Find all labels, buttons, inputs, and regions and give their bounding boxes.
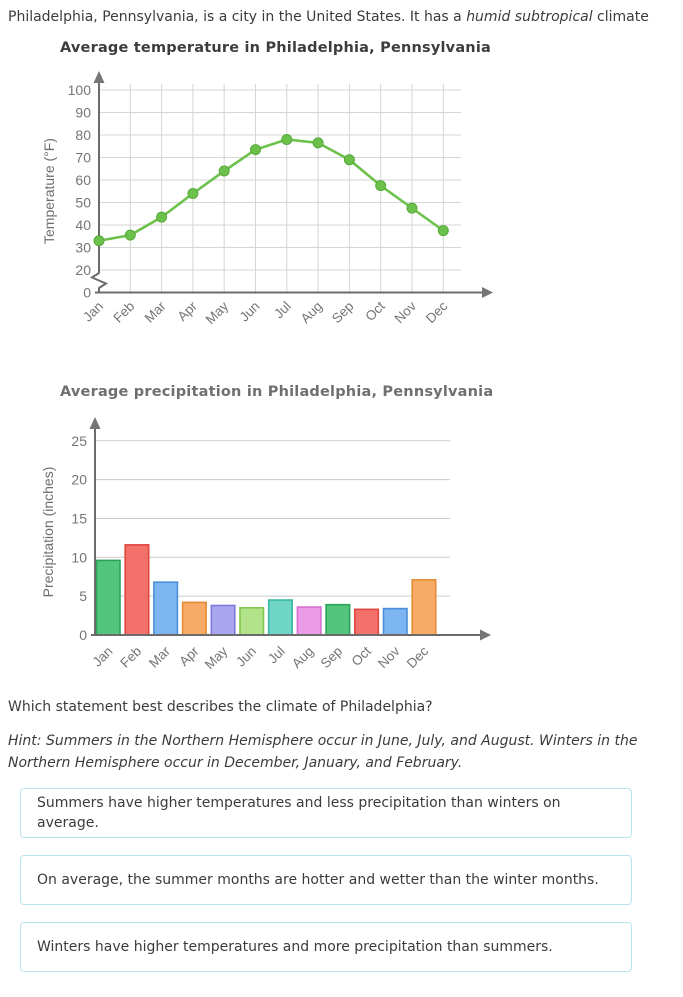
x-tick-label: Nov xyxy=(392,298,420,326)
bar-Aug xyxy=(296,606,322,636)
x-tick-label: Jul xyxy=(271,299,294,322)
x-tick-label: Nov xyxy=(375,643,403,671)
answer-option-3[interactable]: Winters have higher temperatures and mor… xyxy=(20,922,632,972)
y-tick-label: 20 xyxy=(75,262,91,278)
x-tick-label: Oct xyxy=(362,298,388,324)
temperature-line xyxy=(98,138,445,243)
x-tick-label: Dec xyxy=(404,643,432,671)
y-axis-arrow-icon xyxy=(93,71,105,83)
precipitation-chart-section: Average precipitation in Philadelphia, P… xyxy=(40,384,675,684)
y-tick-label: 70 xyxy=(75,150,91,166)
y-tick-label: 5 xyxy=(79,588,87,604)
data-point-Mar xyxy=(156,211,168,223)
precipitation-chart-title: Average precipitation in Philadelphia, P… xyxy=(60,384,494,400)
hint-line-1: Hint: Summers in the Northern Hemisphere… xyxy=(8,733,638,749)
answer-option-1[interactable]: Summers have higher temperatures and les… xyxy=(20,788,632,838)
y-tick-label: 0 xyxy=(83,285,91,301)
x-tick-label: Apr xyxy=(175,298,201,324)
x-tick-label: Mar xyxy=(142,298,169,325)
y-tick-label: 15 xyxy=(71,510,87,526)
x-axis-arrow-icon xyxy=(480,629,491,641)
x-tick-label: Mar xyxy=(146,643,173,670)
bar-Oct xyxy=(353,608,380,636)
bar-Feb xyxy=(124,544,150,636)
data-point-Apr xyxy=(187,188,199,199)
bar-Sep xyxy=(325,603,351,636)
y-tick-label: 20 xyxy=(71,472,87,488)
bar-Jun xyxy=(239,607,265,636)
axis-break-icon xyxy=(89,272,109,289)
y-tick-label: 60 xyxy=(75,172,91,188)
data-point-Sep xyxy=(343,154,355,166)
temperature-chart-title: Average temperature in Philadelphia, Pen… xyxy=(60,40,491,56)
hint-line-2: Northern Hemisphere occur in December, J… xyxy=(8,755,463,771)
temperature-line-chart: 0 20 30 40 50 60 70 80 90 100 Temperature (°F) Jan F… xyxy=(41,71,493,327)
intro-text: Philadelphia, Pennsylvania, is a city in… xyxy=(8,9,467,25)
y-tick-label: 0 xyxy=(79,627,87,643)
answer-options: Summers have higher temperatures and les… xyxy=(8,788,675,972)
bar-Apr xyxy=(181,601,207,636)
data-point-Feb xyxy=(124,229,136,241)
bar-Nov xyxy=(382,607,408,636)
intro-italic-text: humid subtropical xyxy=(466,9,593,25)
x-tick-label: Jan xyxy=(90,644,116,670)
bar-Mar xyxy=(153,581,179,636)
data-point-Dec xyxy=(437,225,449,237)
temperature-chart-section: Average temperature in Philadelphia, Pen… xyxy=(40,40,675,340)
y-tick-label: 25 xyxy=(71,433,87,449)
data-point-Oct xyxy=(375,180,387,192)
x-tick-label: May xyxy=(202,643,231,672)
x-tick-label: May xyxy=(203,298,232,327)
x-tick-label: Jul xyxy=(265,644,288,667)
bar-Dec xyxy=(411,579,437,636)
bar-May xyxy=(210,604,236,636)
data-point-Aug xyxy=(312,137,324,149)
data-point-Jul xyxy=(281,134,293,145)
x-tick-label: Aug xyxy=(298,299,326,327)
x-tick-label: Jan xyxy=(80,299,106,325)
bar-Jan xyxy=(95,559,121,636)
data-point-May xyxy=(218,165,230,177)
y-tick-label: 30 xyxy=(75,240,91,256)
x-tick-label: Sep xyxy=(318,644,346,672)
x-tick-label: Oct xyxy=(348,643,374,669)
y-tick-label: 80 xyxy=(75,127,91,143)
bar-Jul xyxy=(267,599,293,636)
x-tick-label: Jun xyxy=(233,644,259,670)
x-tick-label: Aug xyxy=(289,644,317,672)
x-tick-label: Sep xyxy=(329,299,357,327)
y-axis-arrow-icon xyxy=(89,417,101,429)
x-tick-label: Feb xyxy=(110,299,137,326)
x-axis-arrow-icon xyxy=(482,287,493,298)
data-point-Nov xyxy=(406,202,418,214)
hint-text: Hint: Summers in the Northern Hemisphere… xyxy=(8,730,675,774)
y-axis-title: Precipitation (inches) xyxy=(40,467,56,598)
intro-paragraph: Philadelphia, Pennsylvania, is a city in… xyxy=(8,8,675,27)
y-tick-label: 40 xyxy=(75,217,91,233)
answer-option-2[interactable]: On average, the summer months are hotter… xyxy=(20,855,632,905)
intro-text-tail: climate xyxy=(592,9,649,25)
y-tick-label: 50 xyxy=(75,195,91,211)
x-tick-label: Feb xyxy=(117,644,144,671)
y-tick-label: 10 xyxy=(71,549,87,565)
y-tick-label: 100 xyxy=(68,82,92,98)
x-tick-label: Jun xyxy=(237,299,263,325)
x-tick-label: Dec xyxy=(423,298,451,326)
data-point-Jun xyxy=(250,144,261,156)
y-tick-label: 90 xyxy=(75,105,91,121)
y-axis-title: Temperature (°F) xyxy=(41,138,57,244)
x-tick-label: Apr xyxy=(176,643,202,669)
question-text: Which statement best describes the clima… xyxy=(8,699,433,715)
data-point-Jan xyxy=(93,235,105,247)
